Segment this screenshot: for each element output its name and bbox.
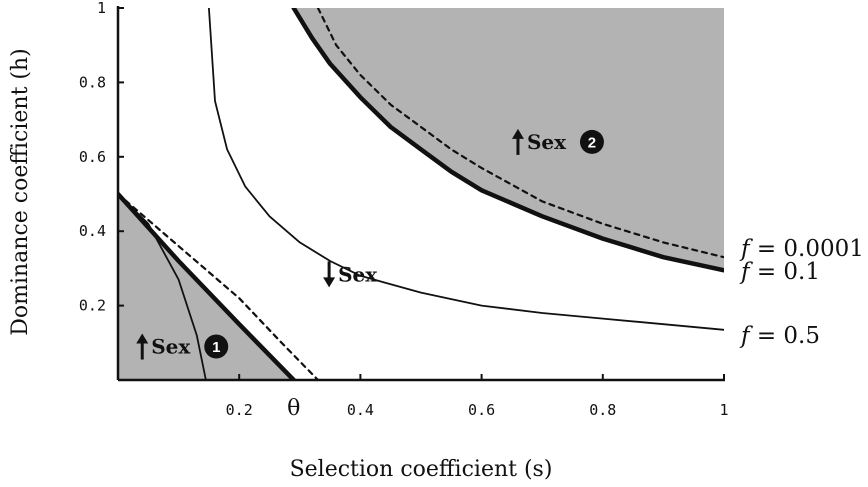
y-tick-label: 1 xyxy=(97,0,106,17)
badge-number: 2 xyxy=(588,134,596,151)
curve-thin-segment-2 xyxy=(207,8,724,331)
y-tick-label: 0.6 xyxy=(79,148,106,166)
y-tick-label: 0.2 xyxy=(79,297,106,315)
arrow-up-icon-head xyxy=(136,333,149,344)
series-labels: f = 0.1f = 0.0001 f = 0.5 xyxy=(739,236,864,349)
arrow-up-icon-head xyxy=(511,128,524,139)
shaded-region-2 xyxy=(293,8,724,271)
x-tick-label: 0.4 xyxy=(347,401,374,419)
series-label-thin: f = 0.5 xyxy=(739,323,820,349)
y-tick-label: 0.4 xyxy=(79,222,106,240)
x-tick-label: 1 xyxy=(719,401,728,419)
shaded-regions xyxy=(118,8,724,380)
axes xyxy=(116,6,725,382)
theta-label: θ xyxy=(287,396,300,421)
arrow-down-icon-head xyxy=(323,277,336,288)
series-label-dashed: f = 0.0001 xyxy=(739,236,864,262)
sex-label: Sex xyxy=(338,262,378,286)
sex-label: Sex xyxy=(527,130,567,154)
curve-dashed-segment-1 xyxy=(118,192,320,380)
x-tick-label: 0.8 xyxy=(589,401,616,419)
x-tick-label: 0.6 xyxy=(468,401,495,419)
series-label-thick: f = 0.1 xyxy=(739,259,820,285)
annotations: θ Sex 1 Sex 2 Sex xyxy=(136,128,604,421)
x-tick-label: 0.2 xyxy=(226,401,253,419)
badge-icon xyxy=(579,129,604,154)
tick-labels: 0.2 0.4 0.6 0.8 1 0.2 0.4 0.6 0.8 1 xyxy=(79,0,729,419)
curve-thin-segment-1 xyxy=(118,193,207,380)
annotation-1: Sex xyxy=(323,261,378,288)
curve-thick-segment-2 xyxy=(291,8,724,273)
region-2-annotation: Sex 2 xyxy=(511,128,604,155)
curves xyxy=(118,8,724,380)
badge-number: 1 xyxy=(212,339,220,356)
x-axis-title: Selection coefficient (s) xyxy=(290,457,553,482)
y-axis-title: Dominance coefficient (h) xyxy=(8,48,33,336)
sex-label: Sex xyxy=(151,335,191,359)
region-1-annotation: Sex 1 xyxy=(136,333,229,360)
y-tick-label: 0.8 xyxy=(79,73,106,91)
badge-icon xyxy=(204,334,229,359)
curve-thick-segment-1 xyxy=(118,191,296,380)
